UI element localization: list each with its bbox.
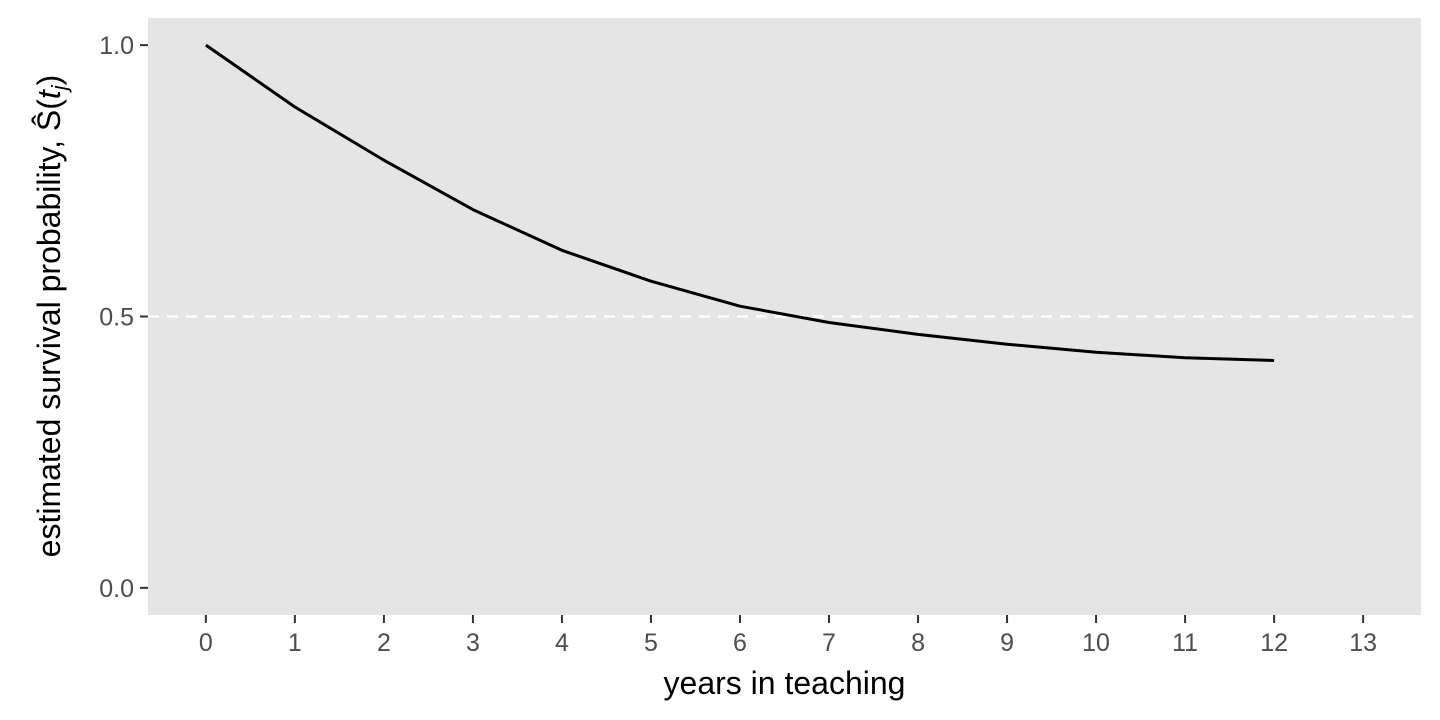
x-tick-label: 7 (822, 629, 836, 657)
y-axis-title-symbol: Ŝ (31, 110, 67, 131)
x-tick-label: 3 (466, 629, 480, 657)
x-tick-label: 1 (288, 629, 302, 657)
y-tick-label: 0.0 (99, 575, 134, 603)
x-tick-label: 5 (644, 629, 658, 657)
survival-line (205, 43, 1275, 362)
y-axis: 0.0 0.5 1.0 (99, 32, 148, 603)
y-axis-title-paren-close: ) (31, 75, 67, 86)
x-axis-title: years in teaching (664, 665, 906, 701)
y-axis-title: estimated survival probability, Ŝ(tj) (31, 75, 72, 558)
x-tick-label: 4 (555, 629, 569, 657)
x-tick-label: 10 (1082, 629, 1110, 657)
x-tick-label: 0 (199, 629, 213, 657)
x-tick-label: 11 (1172, 629, 1198, 657)
y-axis-title-paren-open: ( (31, 99, 67, 110)
y-axis-title-sub: j (47, 84, 72, 93)
x-tick-label: 12 (1260, 629, 1288, 657)
x-tick-label: 8 (911, 629, 925, 657)
x-axis: 0 1 2 3 4 5 6 7 8 9 10 11 12 13 (199, 615, 1377, 657)
y-axis-title-var: t (31, 89, 67, 99)
x-tick-label: 13 (1349, 629, 1377, 657)
y-tick-label: 1.0 (99, 32, 134, 60)
y-tick-label: 0.5 (99, 304, 134, 332)
y-axis-title-prefix: estimated survival probability, (31, 131, 67, 557)
x-tick-label: 9 (1000, 629, 1014, 657)
x-tick-label: 6 (733, 629, 747, 657)
x-tick-label: 2 (377, 629, 391, 657)
series-layer (205, 43, 1275, 362)
